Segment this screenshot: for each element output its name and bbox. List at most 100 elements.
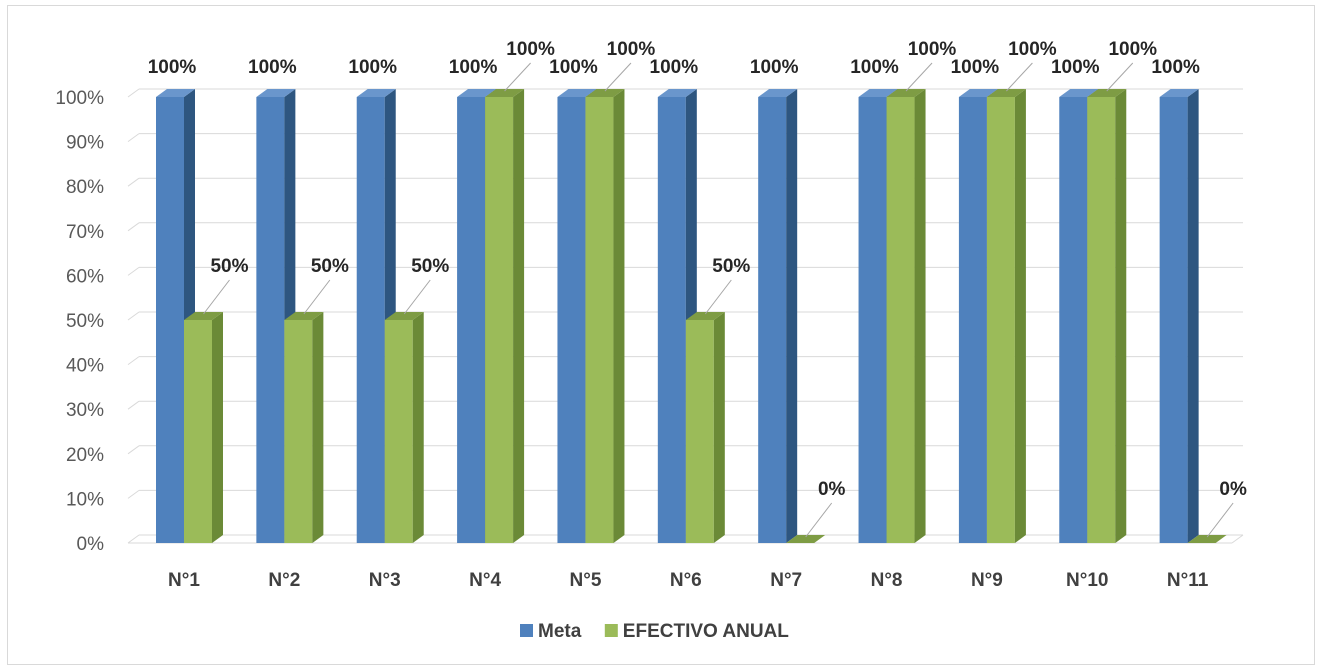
- category-label: N°6: [670, 570, 702, 591]
- bar-efectivo-1: [184, 312, 223, 543]
- data-label-meta: 100%: [951, 57, 1000, 78]
- bar-front: [256, 97, 284, 543]
- bar-front: [658, 97, 686, 543]
- legend: Meta EFECTIVO ANUAL: [520, 621, 789, 642]
- bar-efectivo-5: [585, 89, 624, 543]
- bar-front: [758, 97, 786, 543]
- bar-front: [859, 97, 887, 543]
- y-tick-label: 100%: [55, 88, 104, 109]
- bar-front: [385, 320, 413, 543]
- category-label: N°7: [770, 570, 802, 591]
- bar-front: [959, 97, 987, 543]
- data-label-meta: 100%: [148, 57, 197, 78]
- category-label: N°5: [570, 570, 602, 591]
- legend-label: EFECTIVO ANUAL: [623, 621, 789, 642]
- data-label-meta: 100%: [850, 57, 899, 78]
- y-tick-label: 70%: [66, 222, 104, 243]
- y-tick-label: 50%: [66, 311, 104, 332]
- y-tick-label: 20%: [66, 445, 104, 466]
- bar-front: [887, 97, 915, 543]
- bar-side: [613, 89, 624, 543]
- bar-front: [686, 320, 714, 543]
- category-label: N°3: [369, 570, 401, 591]
- bar-front: [357, 97, 385, 543]
- leader-line: [1107, 63, 1133, 91]
- bar-front: [987, 97, 1015, 543]
- leader-line: [304, 280, 330, 314]
- bar-efectivo-8: [887, 89, 926, 543]
- bar-side: [413, 312, 424, 543]
- data-label-meta: 100%: [449, 57, 498, 78]
- bar-front: [557, 97, 585, 543]
- gridline-connector: [128, 178, 139, 186]
- y-tick-label: 60%: [66, 266, 104, 287]
- category-label: N°2: [268, 570, 300, 591]
- bar-meta-7: [758, 89, 797, 543]
- bar-side: [513, 89, 524, 543]
- bar-front: [457, 97, 485, 543]
- bar-efectivo-6: [686, 312, 725, 543]
- category-label: N°11: [1167, 570, 1209, 591]
- bar-front: [156, 97, 184, 543]
- bar-efectivo-2: [284, 312, 323, 543]
- legend-label: Meta: [538, 621, 582, 642]
- leader-line: [806, 503, 832, 537]
- data-label-efectivo: 100%: [607, 39, 656, 60]
- data-label-efectivo: 0%: [1219, 479, 1247, 500]
- y-tick-label: 40%: [66, 356, 104, 377]
- y-tick-label: 80%: [66, 177, 104, 198]
- bars: [156, 89, 1227, 543]
- bar-efectivo-9: [987, 89, 1026, 543]
- bar-efectivo-4: [485, 89, 524, 543]
- gridline-connector: [128, 401, 139, 409]
- gridline-connector: [128, 446, 139, 454]
- bar-side: [1115, 89, 1126, 543]
- x-axis-categories: N°1 N°2 N°3 N°4 N°5 N°6 N°7 N°8 N°9 N°10 N°11: [168, 570, 1209, 591]
- bar-side: [1188, 89, 1199, 543]
- data-label-efectivo: 0%: [818, 479, 846, 500]
- legend-swatch: [520, 624, 533, 637]
- data-label-meta: 100%: [750, 57, 799, 78]
- data-label-efectivo: 50%: [712, 256, 750, 277]
- data-label-meta: 100%: [549, 57, 598, 78]
- bar-meta-11: [1160, 89, 1199, 543]
- gridline-connector: [128, 535, 139, 543]
- bar-side: [212, 312, 223, 543]
- gridline-connector: [128, 89, 139, 97]
- bar-side: [915, 89, 926, 543]
- gridline-connector: [128, 223, 139, 231]
- bar-side: [714, 312, 725, 543]
- leader-line: [204, 280, 230, 314]
- bar-side: [312, 312, 323, 543]
- y-tick-label: 90%: [66, 133, 104, 154]
- category-label: N°10: [1066, 570, 1108, 591]
- gridline-connector: [128, 312, 139, 320]
- legend-swatch: [605, 624, 618, 637]
- y-tick-label: 30%: [66, 400, 104, 421]
- floor-edge: [1232, 535, 1243, 543]
- leader-line: [1006, 63, 1032, 91]
- leader-line: [404, 280, 430, 314]
- bar-front: [1059, 97, 1087, 543]
- leader-line: [906, 63, 932, 91]
- data-label-efectivo: 100%: [1008, 39, 1057, 60]
- data-label-efectivo: 50%: [411, 256, 449, 277]
- leader-line: [705, 280, 731, 314]
- bar-side: [1015, 89, 1026, 543]
- data-label-efectivo: 100%: [1108, 39, 1157, 60]
- bar-front: [184, 320, 212, 543]
- gridline-connector: [128, 134, 139, 142]
- data-label-meta: 100%: [1051, 57, 1100, 78]
- gridline-connector: [128, 267, 139, 275]
- data-label-efectivo: 100%: [908, 39, 957, 60]
- y-tick-label: 10%: [66, 489, 104, 510]
- gridline-connector: [128, 357, 139, 365]
- leader-line: [505, 63, 531, 91]
- data-label-meta: 100%: [348, 57, 397, 78]
- data-label-efectivo: 50%: [210, 256, 248, 277]
- bar-front: [485, 97, 513, 543]
- y-axis-ticks: 0% 10% 20% 30% 40% 50% 60% 70% 80% 90% 100%: [55, 88, 104, 555]
- bar-front: [585, 97, 613, 543]
- bar-front: [1087, 97, 1115, 543]
- data-label-efectivo: 50%: [311, 256, 349, 277]
